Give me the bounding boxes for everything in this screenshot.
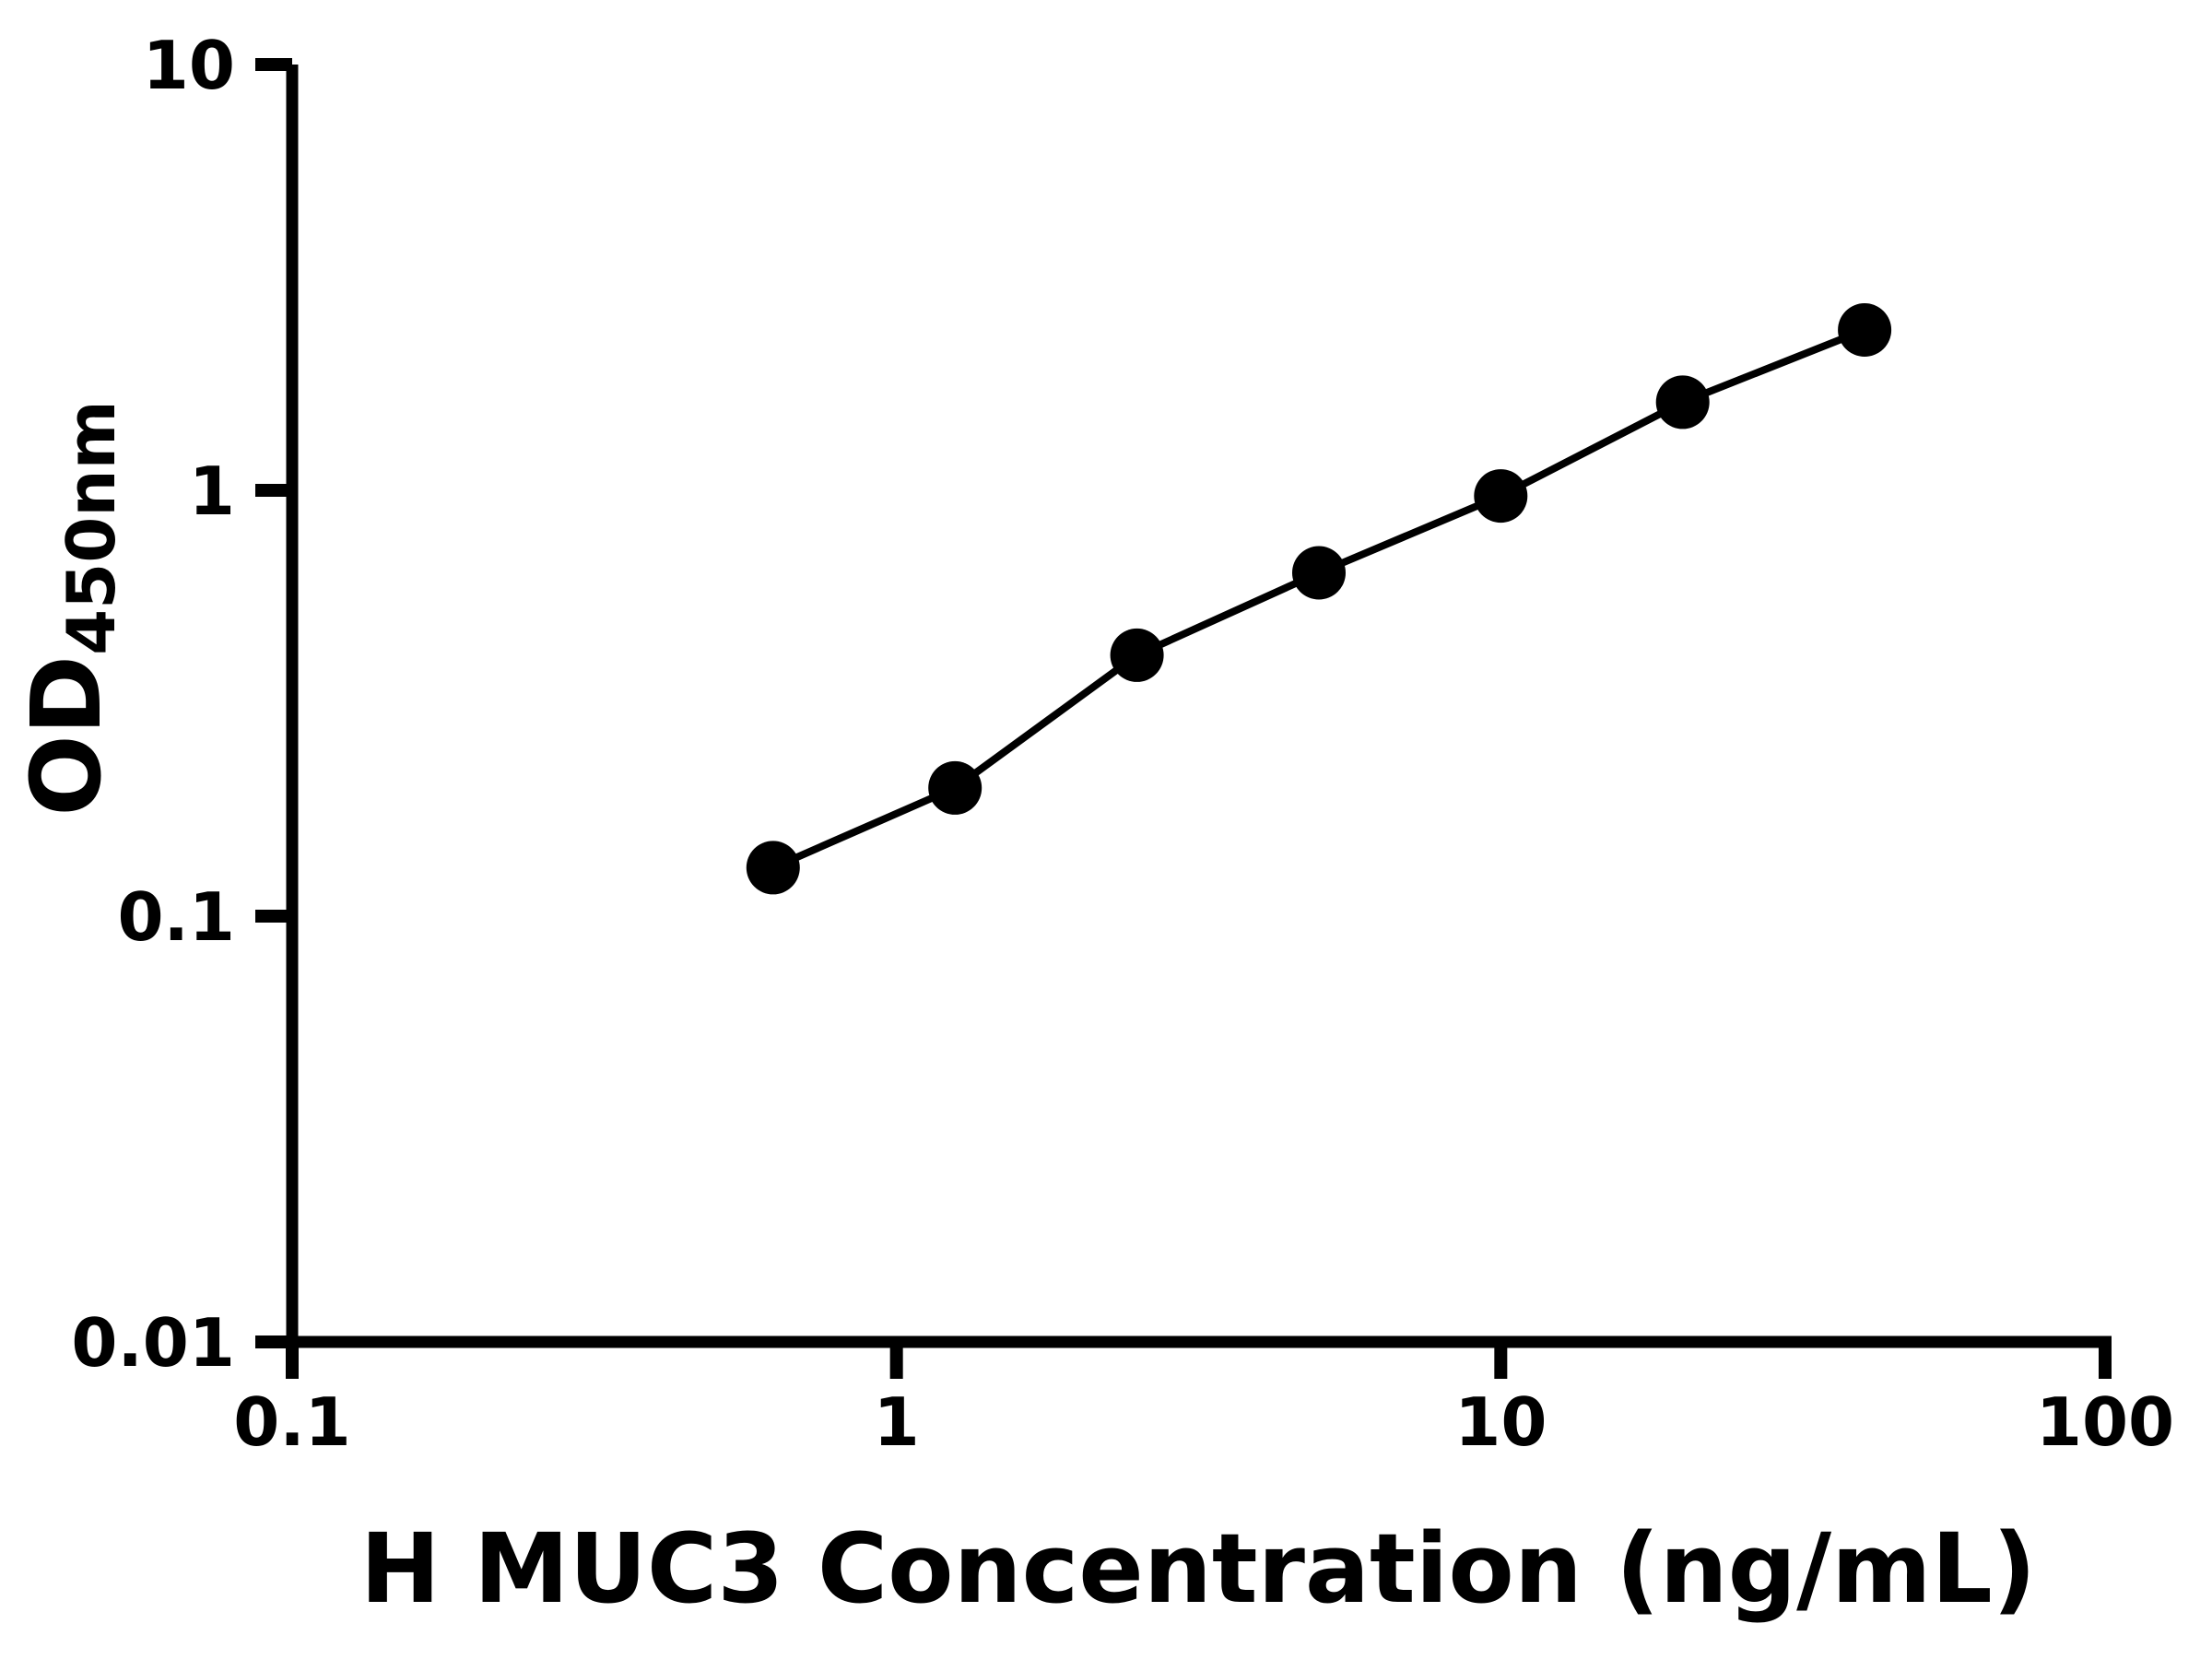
- data-point-marker: [1655, 375, 1710, 429]
- x-tick-label: 100: [2036, 1383, 2174, 1461]
- data-point-marker: [1110, 628, 1164, 682]
- y-axis-title-main: OD: [10, 655, 123, 817]
- data-series-layer: [746, 303, 1892, 895]
- axes-layer: [286, 65, 2112, 1348]
- y-tick-label: 0.01: [71, 1304, 235, 1382]
- x-tick-label: 0.1: [233, 1383, 351, 1461]
- y-tick-label: 1: [189, 453, 235, 530]
- data-point-marker: [928, 760, 982, 815]
- y-axis-title: OD450nm: [10, 400, 130, 816]
- x-tick-label: 1: [874, 1383, 920, 1461]
- data-point-marker: [1292, 546, 1346, 600]
- y-axis-title-subscript: 450nm: [53, 400, 130, 655]
- y-tick-label: 10: [143, 27, 235, 104]
- x-axis-title: H MUC3 Concentration (ng/mL): [360, 1512, 2037, 1625]
- data-point-marker: [746, 841, 800, 895]
- x-tick-label: 10: [1454, 1383, 1547, 1461]
- y-tick-label: 0.1: [117, 878, 235, 956]
- data-point-marker: [1474, 469, 1528, 524]
- data-point-marker: [1838, 303, 1892, 357]
- ticks-layer: [255, 58, 2112, 1379]
